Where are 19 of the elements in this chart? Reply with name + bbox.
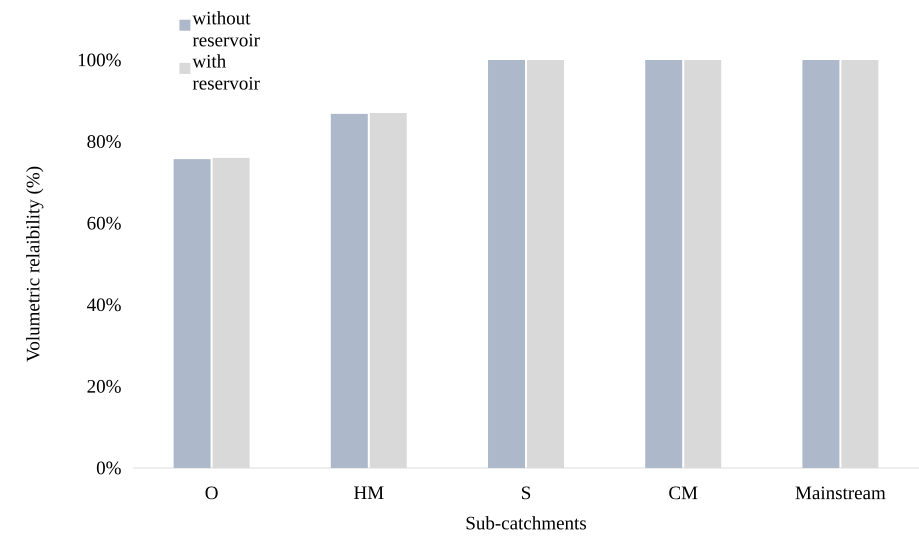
legend-label: with reservoir — [192, 54, 260, 90]
bar — [488, 60, 526, 468]
y-tick-label: 100% — [78, 54, 121, 66]
y-tick-label: 80% — [87, 135, 121, 148]
bar — [802, 60, 840, 468]
y-tick-label: 40% — [87, 298, 121, 312]
bar — [174, 159, 211, 468]
x-axis-title: Sub-catchments — [466, 516, 586, 530]
bar — [330, 114, 368, 468]
x-tick-label: HM — [354, 486, 384, 499]
x-tick-label: Mainstream — [796, 486, 886, 500]
x-tick-label: CM — [669, 486, 698, 500]
y-tick-label: 0% — [96, 462, 121, 474]
y-tick-label: 60% — [87, 216, 121, 230]
y-tick-label: 20% — [87, 380, 121, 393]
bar — [645, 60, 682, 468]
x-tick-label: O — [206, 486, 218, 500]
y-axis-title: Volumetric relaibility (%) — [26, 166, 44, 362]
x-tick-label: S — [522, 486, 530, 500]
